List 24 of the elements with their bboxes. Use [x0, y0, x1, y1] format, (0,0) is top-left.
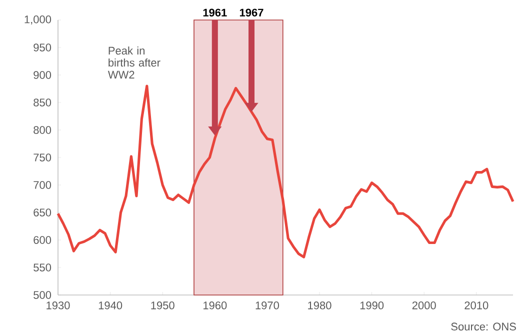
x-tick-label: 1940: [98, 302, 122, 310]
y-tick-label: 850: [34, 98, 52, 106]
x-tick-label: 2010: [464, 302, 488, 310]
y-tick-label: 600: [34, 236, 52, 244]
y-tick-label: 1,000: [24, 15, 52, 25]
y-tick-label: 650: [34, 208, 52, 216]
x-tick-label: 1960: [204, 302, 227, 310]
x-tick-label: 1990: [360, 302, 384, 310]
y-tick-label: 550: [34, 264, 52, 272]
y-tick-label: 750: [34, 154, 52, 162]
x-tick-label: 1980: [308, 302, 332, 310]
x-tick-label: 2000: [412, 302, 436, 310]
source-note: Source: ONS: [451, 322, 516, 330]
x-tick-label: 1970: [256, 302, 279, 310]
annotation: 1967: [240, 8, 264, 16]
y-tick-label: 950: [34, 44, 52, 52]
x-tick-label: 1950: [151, 302, 174, 310]
y-tick-label: 800: [34, 126, 52, 134]
annotation: 1961: [203, 8, 227, 16]
annotation: Peak in births after WW2: [108, 46, 160, 78]
y-tick-label: 500: [34, 291, 52, 299]
y-tick-label: 900: [34, 71, 52, 79]
y-tick-label: 700: [34, 181, 52, 189]
x-tick-label: 1930: [46, 302, 70, 310]
